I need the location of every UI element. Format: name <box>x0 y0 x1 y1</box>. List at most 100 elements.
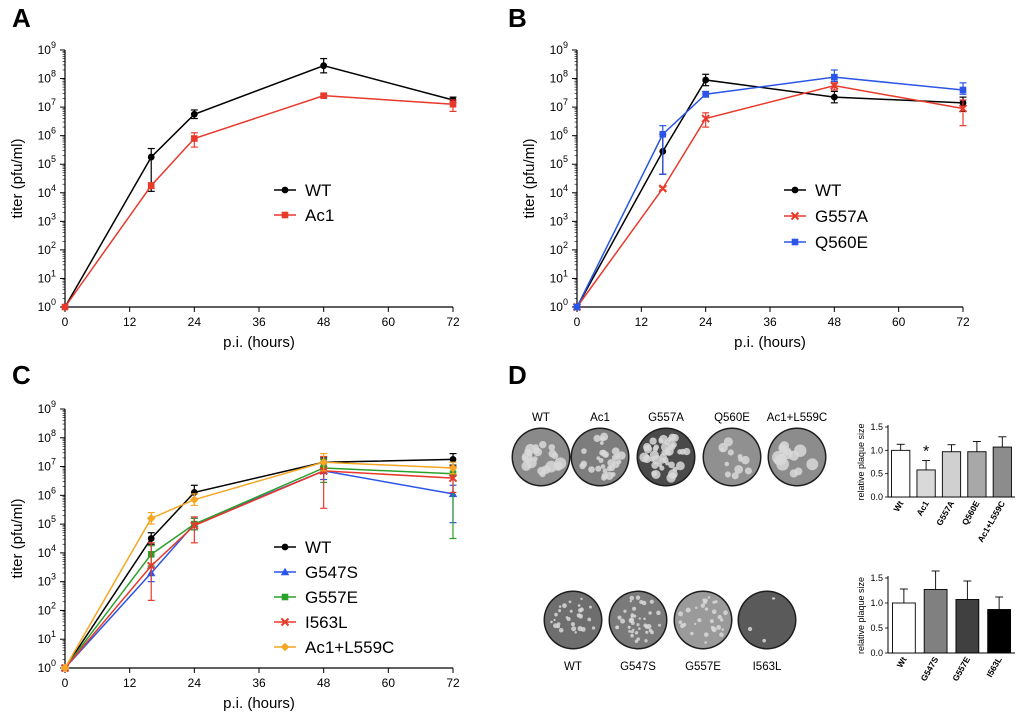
plaque-spot <box>670 433 679 442</box>
plate-label-G557A: G557A <box>648 412 684 424</box>
plaque-spot <box>703 598 708 603</box>
plaque-spot <box>627 625 631 629</box>
bar-G547S <box>923 589 948 654</box>
plaque-spot <box>652 446 659 452</box>
y-tick-label: 104 <box>550 183 568 200</box>
plaque-spot <box>539 440 547 449</box>
plaque-plate-I563L <box>737 590 797 650</box>
plaque-spot <box>553 623 559 629</box>
y-tick-exponent: 0 <box>51 658 56 668</box>
legend-marker-WT <box>281 186 289 194</box>
data-point-G557A <box>658 184 667 193</box>
series-Ac1 <box>61 92 457 311</box>
plaque-spot <box>668 461 675 469</box>
bar-Wt <box>891 602 916 654</box>
plaque-spot <box>521 451 533 463</box>
plaque-spot <box>629 599 632 603</box>
y-tick-label: 107 <box>38 457 56 474</box>
series-line-WT <box>64 64 454 308</box>
y-axis-title: titer (pfu/ml) <box>9 498 26 578</box>
data-point-Ac1 <box>320 92 327 99</box>
data-point-Q560E <box>959 86 967 94</box>
plaque-spot <box>711 627 717 633</box>
plaque-spot <box>620 618 626 624</box>
bar-category-label-Ac1: Ac1 <box>914 499 931 518</box>
bar-category-label-Wt: Wt <box>891 499 905 514</box>
plaque-spot <box>720 618 724 622</box>
y-tick-label: 105 <box>550 154 568 171</box>
plate-label-WT: WT <box>532 412 550 424</box>
plaque-spot <box>569 609 573 613</box>
plaque-spot <box>632 606 637 611</box>
plate-label-Ac1+L559C: Ac1+L559C <box>767 412 827 424</box>
plaque-spot <box>650 630 654 635</box>
plaque-spot <box>773 456 783 465</box>
plaque-spot <box>783 447 792 456</box>
plaque-spot <box>682 622 687 627</box>
legend-label-WT: WT <box>305 538 331 557</box>
x-tick-label: 72 <box>446 676 460 690</box>
plaque-spot <box>794 444 807 457</box>
x-axis-title: p.i. (hours) <box>734 334 806 351</box>
x-tick-label: 60 <box>382 676 396 690</box>
plaque-spot <box>566 616 571 622</box>
legend-marker-WT <box>281 543 289 551</box>
panel-letter-d: D <box>508 360 527 390</box>
bar-Q560E <box>967 451 987 498</box>
plaque-spot <box>629 617 635 623</box>
plate-label-Q560E: Q560E <box>714 412 750 424</box>
plaque-spot <box>679 448 686 455</box>
plaque-spot <box>571 626 577 632</box>
series-WT <box>61 57 457 311</box>
plaque-spot <box>580 460 588 468</box>
y-tick-exponent: 5 <box>51 154 56 164</box>
bar-y-tick-label: 0.5 <box>870 469 883 479</box>
plaque-spot <box>707 596 711 599</box>
plaque-spot <box>554 612 558 617</box>
y-tick-label: 103 <box>38 211 56 228</box>
bar-category-label-Q560E: Q560E <box>960 499 982 527</box>
plaque-spot <box>744 467 752 475</box>
y-axis-title: titer (pfu/ml) <box>9 138 26 218</box>
data-point-Q560E <box>831 73 838 81</box>
plaque-spot <box>712 600 716 604</box>
plaque-spot <box>533 447 540 454</box>
bar-category-label-Wt: Wt <box>895 655 909 670</box>
y-tick-label: 102 <box>550 240 568 257</box>
significance-asterisk: * <box>923 444 929 461</box>
plaque-spot <box>649 599 654 604</box>
plaque-plate-G557E <box>673 590 733 650</box>
x-tick-label: 24 <box>699 315 713 329</box>
plaque-spot <box>747 626 753 632</box>
x-tick-label: 24 <box>188 676 202 690</box>
y-tick-exponent: 3 <box>51 572 56 582</box>
bar-G557E <box>955 599 980 654</box>
y-tick-label: 109 <box>38 40 56 57</box>
panel-letter-b: B <box>508 3 527 33</box>
plaque-spot <box>643 444 653 454</box>
y-tick-exponent: 1 <box>51 268 56 278</box>
plaque-spot <box>721 628 724 631</box>
plaque-spot <box>628 629 631 633</box>
plaque-spot <box>678 620 683 625</box>
x-axis-title: p.i. (hours) <box>223 334 295 351</box>
data-point-Ac1+L559C <box>190 495 199 504</box>
y-tick-exponent: 9 <box>51 399 56 409</box>
y-tick-exponent: 0 <box>563 297 568 307</box>
y-tick-exponent: 7 <box>51 457 56 467</box>
plaque-spot <box>724 461 730 467</box>
legend-marker-G547S <box>280 567 290 576</box>
y-tick-exponent: 2 <box>51 600 56 610</box>
y-tick-label: 108 <box>550 69 568 86</box>
data-point-Ac1+L559C <box>146 514 156 523</box>
y-tick-exponent: 2 <box>51 240 56 250</box>
plaque-plates-bottom-row: WT G547S G557E I563L <box>543 590 797 673</box>
bar-y-tick-label: 1.0 <box>870 445 883 455</box>
y-tick-exponent: 5 <box>51 514 56 524</box>
y-tick-label: 102 <box>38 600 56 617</box>
x-tick-label: 36 <box>252 315 266 329</box>
plaque-spot <box>553 618 556 622</box>
bar-y-tick-label: 1.5 <box>870 573 883 583</box>
plaque-spot <box>580 597 583 601</box>
plaque-spot <box>731 472 739 480</box>
